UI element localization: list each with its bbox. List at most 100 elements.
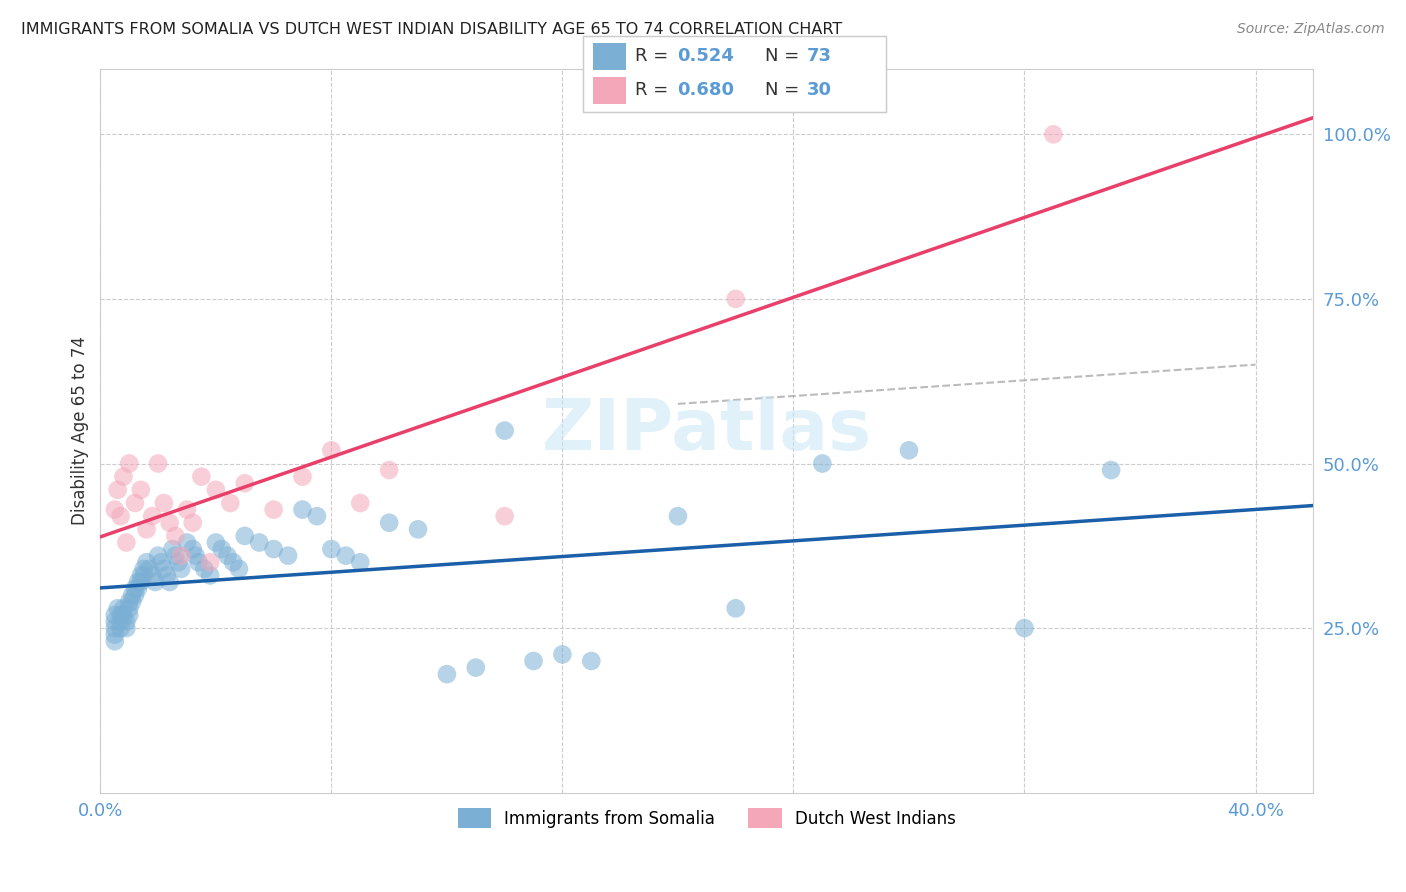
Point [104, 628, 127, 642]
Point [277, 549, 299, 563]
Point [143, 574, 166, 589]
Point [228, 562, 250, 576]
Point [1014, 621, 1036, 635]
Point [112, 469, 135, 483]
Point [205, 535, 228, 549]
Point [115, 615, 138, 629]
Text: ZIPatlas: ZIPatlas [541, 396, 872, 465]
Text: R =: R = [636, 81, 673, 99]
Text: Source: ZipAtlas.com: Source: ZipAtlas.com [1237, 22, 1385, 37]
Text: 30: 30 [807, 81, 832, 99]
Point [110, 509, 132, 524]
Point [321, 542, 343, 557]
Point [135, 522, 157, 536]
Point [211, 542, 233, 557]
Point [222, 555, 245, 569]
Point [127, 582, 149, 596]
Point [138, 562, 160, 576]
Point [159, 574, 181, 589]
Point [153, 562, 176, 576]
Point [335, 549, 357, 563]
Text: 73: 73 [807, 47, 832, 65]
Legend: Immigrants from Somalia, Dutch West Indians: Immigrants from Somalia, Dutch West Indi… [451, 801, 963, 835]
Point [724, 292, 747, 306]
Point [666, 509, 689, 524]
Point [129, 483, 152, 497]
Point [897, 443, 920, 458]
Point [104, 502, 127, 516]
Point [233, 476, 256, 491]
Point [263, 542, 285, 557]
Text: IMMIGRANTS FROM SOMALIA VS DUTCH WEST INDIAN DISABILITY AGE 65 TO 74 CORRELATION: IMMIGRANTS FROM SOMALIA VS DUTCH WEST IN… [21, 22, 842, 37]
Point [153, 496, 176, 510]
Point [176, 535, 198, 549]
Point [135, 555, 157, 569]
Point [581, 654, 603, 668]
Point [118, 595, 141, 609]
Point [146, 549, 169, 563]
Point [141, 509, 163, 524]
Point [219, 496, 242, 510]
Point [121, 588, 143, 602]
Point [110, 615, 132, 629]
Point [494, 509, 516, 524]
Point [184, 549, 207, 563]
Point [107, 483, 129, 497]
Point [190, 469, 212, 483]
Point [110, 607, 132, 622]
Point [165, 529, 187, 543]
Point [150, 555, 173, 569]
Point [187, 555, 209, 569]
Point [118, 601, 141, 615]
Point [104, 615, 127, 629]
Point [291, 469, 314, 483]
Point [176, 502, 198, 516]
Point [124, 582, 146, 596]
Point [193, 562, 215, 576]
Text: N =: N = [765, 81, 804, 99]
Point [1042, 128, 1064, 142]
Point [132, 562, 155, 576]
Point [217, 549, 239, 563]
Point [170, 549, 193, 563]
Text: N =: N = [765, 47, 804, 65]
Point [811, 457, 834, 471]
Point [159, 516, 181, 530]
Point [121, 595, 143, 609]
Point [146, 457, 169, 471]
Point [127, 574, 149, 589]
Point [436, 667, 458, 681]
Text: R =: R = [636, 47, 673, 65]
Y-axis label: Disability Age 65 to 74: Disability Age 65 to 74 [72, 336, 89, 525]
Bar [592, 43, 626, 70]
Point [118, 457, 141, 471]
Point [205, 483, 228, 497]
Point [181, 542, 204, 557]
Point [551, 648, 574, 662]
Point [132, 568, 155, 582]
Point [378, 516, 401, 530]
Point [129, 574, 152, 589]
Point [167, 555, 190, 569]
Point [291, 502, 314, 516]
Point [1099, 463, 1122, 477]
Point [247, 535, 270, 549]
Point [115, 535, 138, 549]
Point [263, 502, 285, 516]
Point [321, 443, 343, 458]
Point [165, 549, 187, 563]
Bar [592, 77, 626, 104]
Point [162, 542, 184, 557]
Text: 0.524: 0.524 [678, 47, 734, 65]
Point [494, 424, 516, 438]
Point [349, 496, 371, 510]
Text: 0.680: 0.680 [678, 81, 734, 99]
Point [181, 516, 204, 530]
Point [156, 568, 179, 582]
Point [112, 607, 135, 622]
Point [724, 601, 747, 615]
Point [170, 562, 193, 576]
Point [233, 529, 256, 543]
Point [104, 621, 127, 635]
Point [124, 588, 146, 602]
